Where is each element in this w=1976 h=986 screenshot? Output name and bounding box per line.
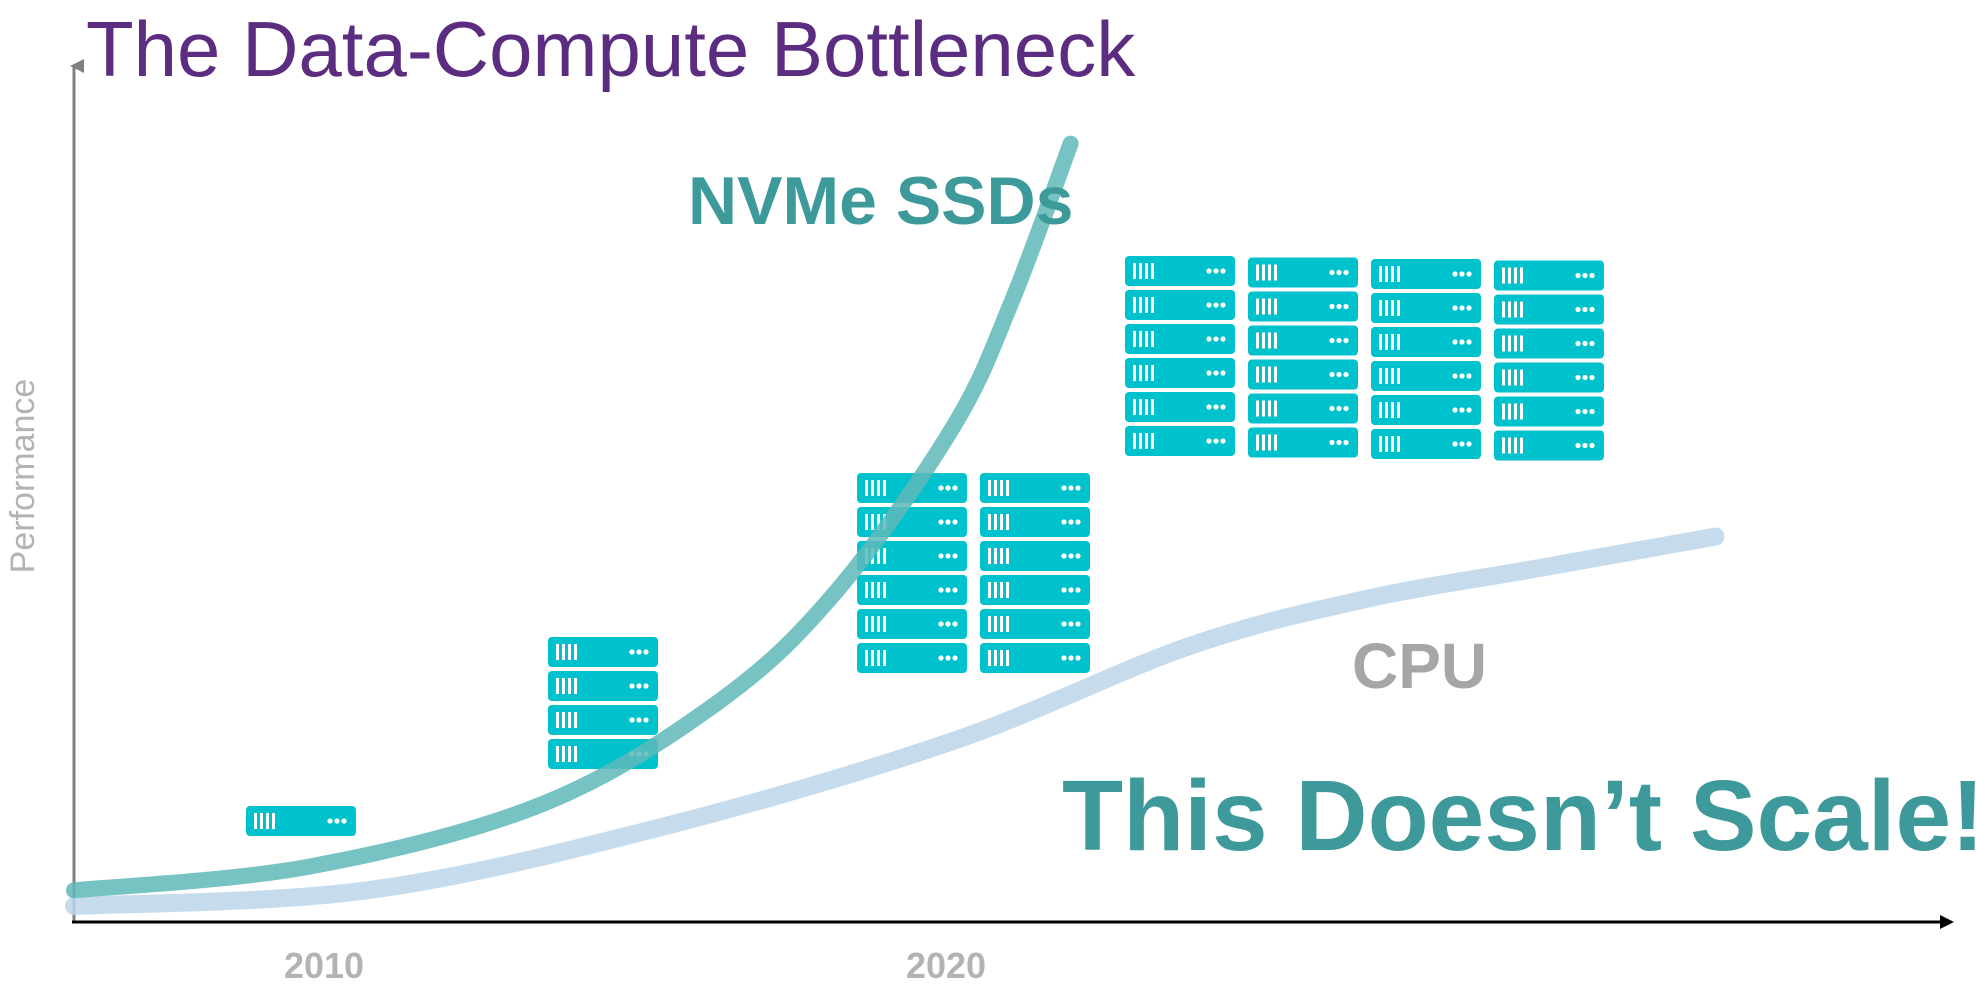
y-axis-label: Performance: [4, 379, 42, 574]
cpu-series-line: [65, 527, 1725, 915]
server-stack: [1125, 256, 1604, 461]
server-rack-icon: [1371, 429, 1481, 459]
server-rack-icon: [1494, 294, 1604, 325]
server-stack: [548, 637, 658, 769]
server-rack-icon: [1494, 328, 1604, 359]
server-rack-icon: [1125, 358, 1235, 388]
server-stack: [857, 473, 1090, 673]
server-rack-icon: [857, 643, 967, 673]
server-rack-icon: [980, 473, 1090, 503]
server-rack-icon: [980, 507, 1090, 537]
server-rack-icon: [1494, 362, 1604, 393]
server-rack-icon: [1248, 257, 1358, 288]
server-rack-icon: [1248, 291, 1358, 322]
server-rack-icon: [1494, 430, 1604, 461]
server-rack-icon: [1248, 359, 1358, 390]
server-rack-icon: [980, 575, 1090, 605]
slide-title: The Data-Compute Bottleneck: [86, 5, 1136, 93]
server-rack-icon: [1248, 427, 1358, 458]
server-rack-icon: [1371, 395, 1481, 425]
nvme-ssd-series-line: [66, 135, 1079, 899]
server-rack-icon: [980, 541, 1090, 571]
x-tick-labels: 2010 2020: [284, 945, 986, 986]
server-rack-icon: [1494, 260, 1604, 291]
server-rack-icon: [1125, 324, 1235, 354]
server-rack-icon: [1125, 256, 1235, 286]
cpu-series-label: CPU: [1352, 630, 1487, 702]
server-stack: [246, 806, 356, 836]
server-rack-icon: [1371, 293, 1481, 323]
server-rack-icon: [548, 637, 658, 667]
server-rack-icon: [1125, 426, 1235, 456]
server-rack-icon: [857, 575, 967, 605]
server-rack-icon: [548, 705, 658, 735]
server-rack-icon: [980, 643, 1090, 673]
server-rack-icon: [1125, 290, 1235, 320]
server-rack-icon: [980, 609, 1090, 639]
headline: This Doesn’t Scale!: [1062, 760, 1976, 872]
server-rack-icon: [1125, 392, 1235, 422]
server-rack-icon: [246, 806, 356, 836]
server-rack-icon: [1371, 361, 1481, 391]
server-rack-icon: [1248, 325, 1358, 356]
server-rack-icon: [1248, 393, 1358, 424]
server-stacks: [246, 256, 1604, 836]
server-rack-icon: [1371, 327, 1481, 357]
server-rack-icon: [548, 671, 658, 701]
server-rack-icon: [1494, 396, 1604, 427]
nvme-ssd-series-label: NVMe SSDs: [688, 163, 1073, 239]
server-rack-icon: [1371, 259, 1481, 289]
x-tick-label: 2010: [284, 945, 364, 986]
x-tick-label: 2020: [906, 945, 986, 986]
server-rack-icon: [857, 609, 967, 639]
